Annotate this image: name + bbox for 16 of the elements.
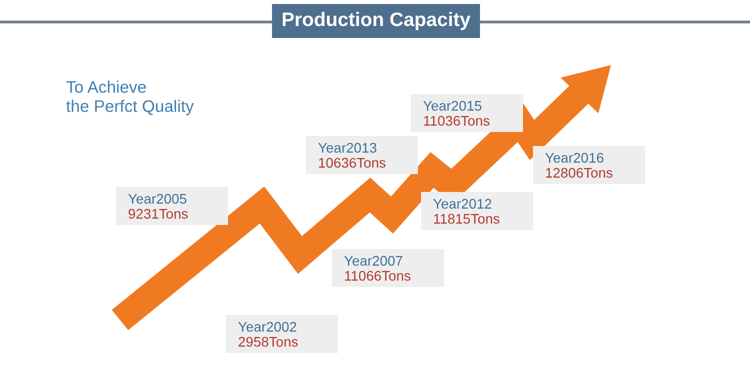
data-label: 9231Tons [128, 208, 188, 219]
category-label: Year2007 [344, 256, 402, 266]
category-label: Year2012 [433, 198, 492, 209]
data-label: 11066Tons [345, 270, 410, 281]
data-label: 12806Tons [546, 168, 612, 178]
category-label: Year2016 [545, 152, 604, 163]
category-label: Year2015 [423, 100, 482, 111]
category-label: Year2013 [318, 142, 376, 153]
text: Production Capacity [282, 12, 470, 30]
data-label: 11036Tons [424, 116, 490, 126]
data-label: 10636Tons [319, 158, 386, 168]
data-label: 2958Tons [238, 336, 298, 347]
text: To Achieve the Perfct Quality [66, 80, 194, 116]
data-label: 11815Tons [434, 214, 500, 224]
category-label: Year2002 [238, 322, 296, 332]
category-label: Year2005 [128, 194, 186, 204]
